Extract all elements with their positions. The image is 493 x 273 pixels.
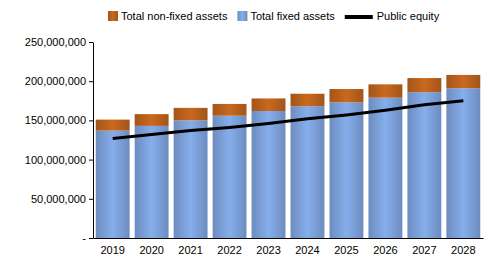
y-tick-label: 100,000,000: [25, 154, 86, 166]
x-tick: 2020: [139, 238, 163, 256]
legend-item: Total fixed assets: [237, 10, 335, 22]
y-tick-mark: [89, 160, 93, 161]
bar: [329, 102, 363, 238]
x-tick-label: 2026: [373, 244, 397, 256]
x-tick-label: 2025: [334, 244, 358, 256]
x-tick-label: 2024: [295, 244, 319, 256]
x-tick: 2022: [217, 238, 241, 256]
line: [113, 101, 464, 139]
y-tick-label: 50,000,000: [31, 193, 86, 205]
bar: [329, 89, 363, 102]
bar: [368, 98, 402, 238]
bar: [291, 94, 325, 107]
bar: [446, 75, 480, 88]
x-tick: 2026: [373, 238, 397, 256]
y-tick-mark: [89, 81, 93, 82]
y-tick-label: 200,000,000: [25, 75, 86, 87]
x-tick: 2025: [334, 238, 358, 256]
bar: [213, 116, 247, 238]
bar: [213, 104, 247, 116]
x-tick: 2023: [256, 238, 280, 256]
x-tick-label: 2023: [256, 244, 280, 256]
legend-swatch: [108, 11, 118, 21]
y-tick-label: 250,000,000: [25, 36, 86, 48]
bar: [135, 126, 169, 238]
x-tick-label: 2019: [100, 244, 124, 256]
x-tick-label: 2028: [451, 244, 475, 256]
bar: [135, 114, 169, 126]
x-tick: 2028: [451, 238, 475, 256]
y-tick: 100,000,000: [25, 154, 93, 166]
y-tick: -: [82, 232, 93, 244]
y-tick-mark: [89, 199, 93, 200]
x-tick-label: 2021: [178, 244, 202, 256]
y-tick: 150,000,000: [25, 114, 93, 126]
y-axis-line: [93, 43, 94, 239]
x-tick: 2019: [100, 238, 124, 256]
bar: [174, 108, 208, 121]
bar: [407, 92, 441, 238]
bar: [252, 111, 286, 238]
bar: [407, 78, 441, 92]
x-tick: 2027: [412, 238, 436, 256]
bar: [174, 120, 208, 238]
y-tick-label: -: [82, 232, 86, 244]
y-tick: 250,000,000: [25, 36, 93, 48]
legend: Total non-fixed assets Total fixed assets…: [108, 10, 440, 22]
legend-label: Total fixed assets: [250, 10, 335, 22]
x-tick-label: 2027: [412, 244, 436, 256]
x-tick-label: 2020: [139, 244, 163, 256]
y-tick: 50,000,000: [31, 193, 93, 205]
legend-item: Total non-fixed assets: [108, 10, 228, 22]
x-tick: 2024: [295, 238, 319, 256]
y-tick-mark: [89, 238, 93, 239]
legend-item: Public equity: [345, 10, 440, 22]
bar: [96, 131, 130, 238]
y-tick: 200,000,000: [25, 75, 93, 87]
marks: [96, 75, 481, 238]
legend-label: Total non-fixed assets: [121, 10, 228, 22]
x-axis-line: [94, 238, 484, 239]
y-tick-label: 150,000,000: [25, 114, 86, 126]
bar-series: [96, 88, 481, 238]
x-tick: 2021: [178, 238, 202, 256]
legend-swatch: [237, 11, 247, 21]
bar: [252, 98, 286, 111]
x-axis: 2019 2020 2021 2022 2023 2024 2025 2026 2027 2028: [94, 238, 484, 256]
legend-swatch: [345, 15, 373, 19]
y-tick-mark: [89, 42, 93, 43]
bar: [368, 84, 402, 97]
bar: [96, 120, 130, 131]
plot-area: - 50,000,000 100,000,000 150,000,000 200,000…: [25, 36, 484, 256]
bar: [291, 106, 325, 238]
y-axis: - 50,000,000 100,000,000 150,000,000 200,000…: [25, 36, 94, 244]
bar: [446, 88, 480, 238]
y-tick-mark: [89, 120, 93, 121]
chart: - 50,000,000 100,000,000 150,000,000 200,000…: [0, 0, 493, 273]
x-tick-label: 2022: [217, 244, 241, 256]
legend-label: Public equity: [377, 10, 440, 22]
